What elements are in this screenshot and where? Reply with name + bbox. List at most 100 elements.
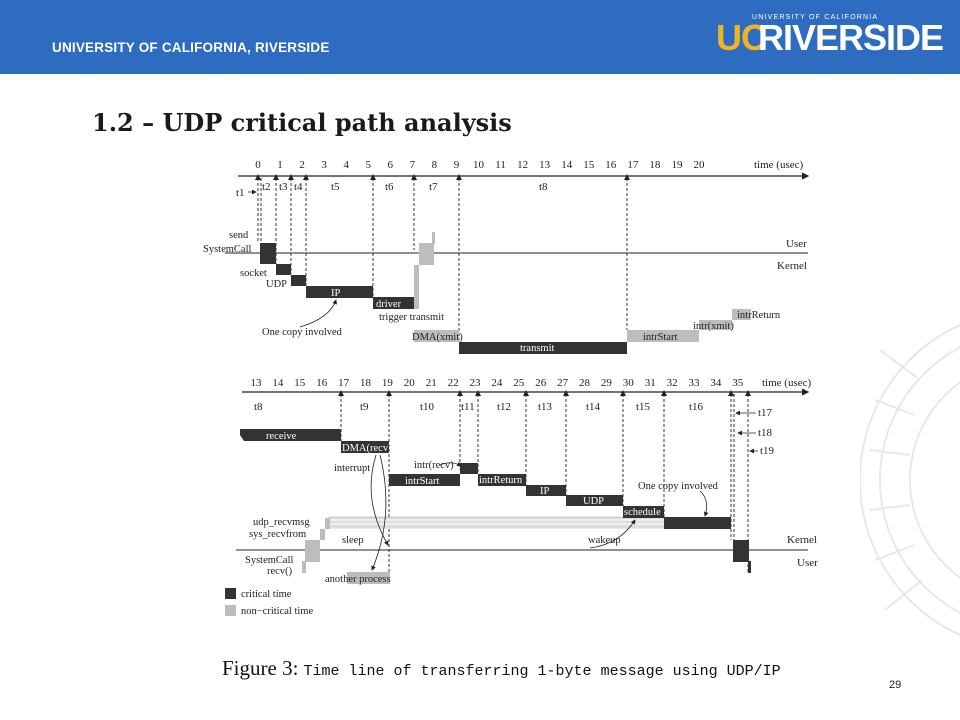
tick-label: 29 [601, 377, 613, 389]
interval-label: t12 [497, 401, 511, 413]
bar-dma-recv [341, 441, 389, 453]
tick-label: 19 [671, 159, 683, 171]
interval-label: t2 [262, 181, 271, 193]
label-one-copy-recv: One copy involved [638, 481, 719, 492]
bar-intr-return [732, 309, 751, 320]
one-copy-arrow-send [299, 299, 338, 328]
interval-label: t9 [360, 401, 369, 413]
recv-curved-arrows [370, 454, 709, 571]
bar-user-return [419, 243, 434, 265]
bar-intr-return-recv [478, 474, 526, 486]
figure-caption: Figure 3: Time line of transferring 1-by… [222, 656, 781, 681]
tick-label: 23 [470, 377, 482, 389]
interval-label: t11 [461, 401, 475, 413]
label-sys-recvfrom: sys_recvfrom [249, 529, 306, 540]
interval-label: t19 [760, 445, 775, 457]
label-sleep: sleep [342, 535, 364, 546]
figure-caption-text: Time line of transferring 1-byte message… [303, 663, 781, 680]
recv-axis-label: time (usec) [762, 377, 812, 389]
recv-interval-labels: t8 t9 t10 t11 t12 t13 t14 t15 t16 t17 t1… [254, 401, 775, 457]
seal-watermark [860, 324, 960, 636]
label-send: send [229, 230, 249, 241]
recv-user-label: User [797, 557, 818, 569]
bar-systemcall [260, 243, 276, 264]
tick-label: 8 [432, 159, 438, 171]
legend: critical time non−critical time [225, 588, 313, 617]
tick-label: 12 [517, 159, 528, 171]
bar-dma-xmit [414, 330, 459, 342]
tick-label: 31 [645, 377, 656, 389]
bar-ip [306, 286, 373, 298]
label-trigger-transmit: trigger transmit [379, 312, 444, 323]
interval-label: t17 [758, 407, 773, 419]
bar-intr-start-recv [389, 474, 460, 486]
tick-label: 26 [535, 377, 547, 389]
recv-critical-bars [240, 429, 751, 573]
interval-label: t5 [331, 181, 340, 193]
bar-udp [291, 275, 306, 286]
interval-label: t13 [538, 401, 553, 413]
label-another-process: another process [325, 574, 391, 585]
tick-label: 28 [579, 377, 591, 389]
tick-label: 32 [667, 377, 678, 389]
send-critical-bars [260, 243, 627, 354]
tick-label: 5 [366, 159, 372, 171]
label-intr-recv: intr(recv) [414, 460, 454, 471]
label-one-copy-send: One copy involved [262, 327, 343, 338]
tick-label: 16 [316, 377, 328, 389]
send-labels: send SystemCall socket UDP IP driver tri… [203, 230, 781, 354]
label-dma-xmit: DMA(xmit) [412, 332, 463, 343]
slide-title: 1.2 – UDP critical path analysis [92, 108, 512, 137]
label-intr-return-recv: intrReturn [479, 475, 523, 486]
bar-udp-recv [566, 495, 623, 506]
tick-label: 7 [410, 159, 416, 171]
label-udp: UDP [266, 279, 287, 290]
label-ip-recv: IP [540, 486, 549, 497]
tick-label: 14 [272, 377, 284, 389]
tick-label: 35 [732, 377, 744, 389]
label-intr-start-recv: intrStart [405, 476, 439, 487]
label-schedule: schedule [624, 507, 661, 518]
tick-label: 17 [338, 377, 350, 389]
figure-label: Figure 3: [222, 656, 299, 680]
bar-transmit [459, 342, 627, 354]
interval-label: t14 [586, 401, 601, 413]
label-receive: receive [266, 431, 297, 442]
logo-subtitle: UNIVERSITY OF CALIFORNIA [752, 14, 879, 21]
tick-label: 20 [404, 377, 416, 389]
recv-separators [340, 394, 749, 576]
label-systemcall-recv: SystemCall [245, 555, 294, 566]
interval-label: t6 [385, 181, 394, 193]
bar-recv-syscall [305, 540, 320, 562]
interval-label: t7 [429, 181, 438, 193]
label-ip: IP [331, 288, 340, 299]
label-systemcall: SystemCall [203, 244, 252, 255]
interval-label: t18 [758, 427, 773, 439]
label-driver: driver [376, 299, 402, 310]
label-dma-recv: DMA(recv) [342, 443, 392, 454]
tick-label: 15 [583, 159, 595, 171]
sleep-band [328, 516, 666, 529]
label-udp-recvmsg: udp_recvmsg [253, 517, 310, 528]
page-number: 29 [889, 679, 902, 691]
label-recv: recv() [267, 566, 293, 577]
tick-label: 1 [277, 159, 283, 171]
send-kernel-label: Kernel [777, 260, 807, 272]
interval-label: t8 [254, 401, 263, 413]
tick-label: 17 [627, 159, 639, 171]
bar-schedule [623, 506, 664, 518]
header-banner: UNIVERSITY OF CALIFORNIA, RIVERSIDE UNIV… [0, 0, 960, 74]
label-udp-recv: UDP [583, 496, 604, 507]
tick-label: 13 [251, 377, 263, 389]
tick-label: 0 [255, 159, 261, 171]
tick-label: 11 [495, 159, 506, 171]
label-interrupt: interrupt [334, 463, 370, 474]
tick-label: 10 [473, 159, 485, 171]
interval-label: t3 [279, 181, 288, 193]
label-socket: socket [240, 268, 267, 279]
bar-receive [240, 429, 341, 441]
bar-copy [664, 517, 731, 529]
bar-intr-xmit [699, 320, 732, 330]
legend-critical-swatch [225, 588, 236, 599]
send-user-label: User [786, 238, 807, 250]
